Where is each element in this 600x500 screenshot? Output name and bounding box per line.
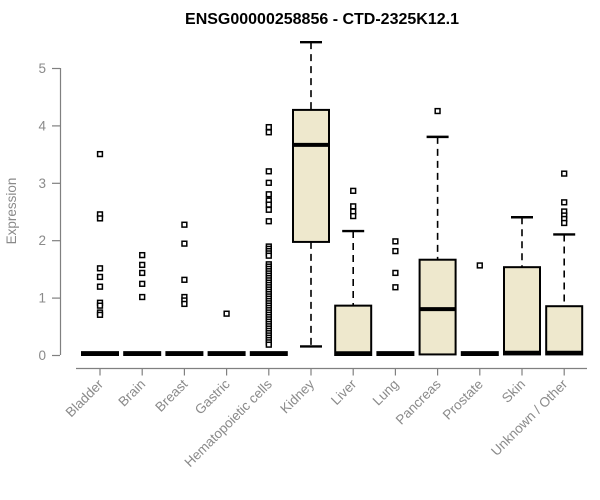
- outlier-point: [265, 129, 272, 136]
- box-group-unknown-other: [545, 170, 584, 356]
- outlier-point: [181, 300, 188, 308]
- outlier-point: [434, 107, 441, 115]
- box-group-brain: [123, 251, 162, 357]
- y-tick-label: 3: [38, 176, 46, 191]
- outlier-point: [181, 240, 188, 247]
- outlier-point: [96, 215, 104, 222]
- outlier-point: [265, 252, 272, 259]
- outlier-point: [96, 311, 104, 318]
- outlier-point: [265, 191, 272, 198]
- y-tick-label: 1: [38, 291, 46, 306]
- x-tick-label: Prostate: [440, 377, 486, 423]
- outlier-point: [139, 293, 146, 301]
- outlier-point: [265, 206, 272, 213]
- y-tick-label: 4: [38, 118, 46, 133]
- outlier-point: [265, 123, 272, 131]
- x-tick-label: Gastric: [192, 376, 233, 417]
- y-tick-label: 2: [38, 233, 46, 248]
- outlier-point: [350, 212, 357, 220]
- outlier-point: [350, 203, 357, 210]
- outlier-point: [265, 201, 272, 208]
- outlier-point: [476, 262, 483, 269]
- outlier-point: [96, 150, 104, 158]
- x-tick-label: Unknown / Other: [488, 376, 571, 459]
- outlier-point: [139, 269, 146, 277]
- outlier-point: [181, 276, 188, 283]
- outlier-point: [265, 179, 272, 186]
- outlier-point: [96, 283, 104, 290]
- plot-root: 0 1 2 3 4 5 Expression Bladder Brain Breast Gastri…: [4, 40, 587, 470]
- y-axis-label: Expression: [4, 178, 19, 245]
- outlier-point: [265, 218, 272, 225]
- x-tick-label: Liver: [328, 376, 360, 408]
- outlier-point: [96, 265, 104, 272]
- chart-title: ENSG00000258856 - CTD-2325K12.1: [185, 11, 459, 28]
- x-tick-label: Bladder: [63, 376, 107, 420]
- outlier-point: [350, 187, 357, 194]
- outlier-point: [265, 341, 272, 348]
- box-group-gastric: [207, 310, 246, 357]
- outlier-point: [96, 273, 104, 281]
- box-group-bladder: [81, 150, 119, 357]
- box-group-pancreas: [418, 107, 457, 356]
- outlier-point: [181, 221, 188, 228]
- box-group-prostate: [460, 262, 499, 357]
- outlier-point: [265, 168, 272, 175]
- outlier-point: [139, 251, 146, 259]
- outlier-point: [96, 302, 104, 309]
- x-tick-label: Kidney: [277, 376, 317, 416]
- outlier-point: [392, 269, 399, 277]
- outlier-point: [392, 284, 399, 291]
- box-rect: [503, 266, 541, 356]
- box-group-liver: [334, 187, 373, 356]
- box-group-hematopoietic-cells: [249, 123, 288, 357]
- outlier-point: [392, 238, 399, 245]
- box-rect: [418, 258, 457, 356]
- x-tick-label: Brain: [115, 377, 148, 410]
- box-group-kidney: [292, 40, 330, 348]
- outlier-point: [223, 310, 230, 317]
- outlier-point: [561, 199, 568, 206]
- box-group-skin: [503, 216, 541, 356]
- outlier-point: [561, 219, 568, 227]
- outlier-point: [139, 280, 146, 287]
- box-group-lung: [376, 238, 415, 357]
- outlier-point: [139, 261, 146, 269]
- x-tick-label: Pancreas: [393, 376, 444, 427]
- x-tick-label: Breast: [152, 376, 190, 414]
- box-rect: [292, 108, 330, 243]
- y-tick-label: 0: [38, 348, 46, 363]
- box-group-breast: [165, 221, 204, 357]
- x-tick-label: Skin: [499, 377, 528, 406]
- y-tick-label: 5: [38, 61, 46, 76]
- box-rect: [334, 304, 373, 356]
- box-rect: [545, 305, 584, 356]
- outlier-point: [561, 170, 568, 177]
- x-tick-label: Lung: [370, 377, 402, 409]
- outlier-point: [392, 247, 399, 255]
